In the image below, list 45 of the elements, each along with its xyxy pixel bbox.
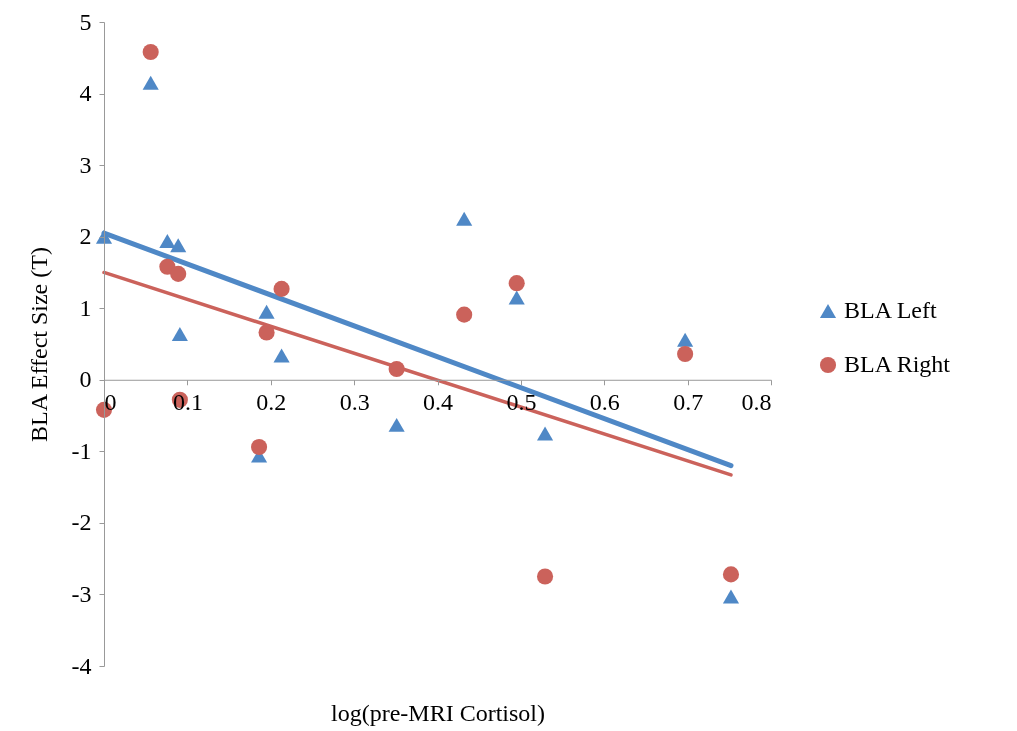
point bbox=[171, 327, 188, 341]
point bbox=[508, 275, 525, 292]
point bbox=[142, 44, 159, 61]
point bbox=[95, 229, 113, 244]
point bbox=[536, 568, 554, 585]
y-tick-label: -2 bbox=[71, 509, 92, 536]
y-tick-label: -3 bbox=[71, 580, 92, 607]
point bbox=[722, 589, 740, 604]
point bbox=[273, 280, 290, 297]
point bbox=[251, 438, 268, 456]
point bbox=[388, 361, 405, 378]
point bbox=[722, 566, 740, 583]
x-axis-title: log(pre-MRI Cortisol) bbox=[331, 699, 545, 726]
x-tick-label: 0.2 bbox=[256, 389, 287, 416]
legend-label: BLA Left bbox=[844, 297, 937, 323]
point bbox=[273, 348, 290, 363]
point bbox=[258, 324, 275, 341]
point bbox=[456, 306, 473, 323]
y-tick-label: -4 bbox=[71, 652, 92, 679]
y-tick-label: 5 bbox=[79, 8, 92, 35]
point bbox=[508, 290, 525, 305]
legend-label: BLA Right bbox=[844, 351, 951, 377]
y-tick-label: 4 bbox=[79, 80, 92, 107]
point bbox=[170, 238, 187, 253]
x-tick-label: 0.8 bbox=[741, 389, 772, 416]
point bbox=[456, 211, 473, 226]
point bbox=[170, 265, 187, 282]
point bbox=[677, 345, 694, 363]
point bbox=[677, 332, 694, 347]
x-tick-label: 0.7 bbox=[673, 389, 704, 416]
point bbox=[536, 426, 554, 441]
y-tick-label: 0 bbox=[79, 366, 92, 393]
point bbox=[142, 75, 159, 90]
x-tick-label: 0.4 bbox=[423, 389, 453, 416]
y-tick-label: 3 bbox=[79, 151, 92, 178]
y-tick-label: 1 bbox=[79, 294, 92, 321]
y-tick-label: 2 bbox=[79, 223, 92, 250]
point bbox=[388, 417, 405, 432]
x-tick-label: 0.6 bbox=[589, 389, 620, 416]
y-tick-label: -1 bbox=[71, 437, 92, 464]
y-axis-title: BLA Effect Size (T) bbox=[25, 247, 52, 442]
x-tick-label: 0.3 bbox=[339, 389, 370, 416]
x-tick-label: 0 bbox=[104, 389, 117, 416]
point bbox=[159, 233, 176, 248]
point bbox=[258, 304, 275, 319]
